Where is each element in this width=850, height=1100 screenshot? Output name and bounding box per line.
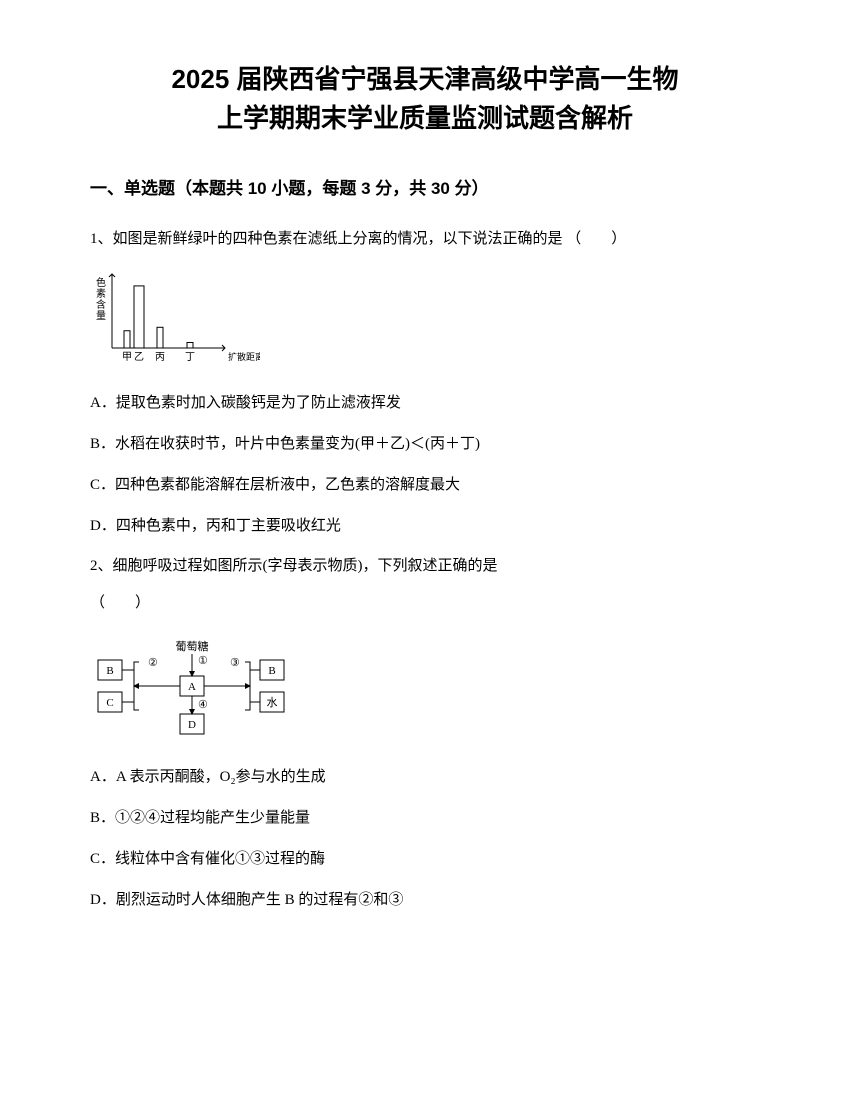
svg-text:②: ②	[148, 657, 158, 669]
q1-option-b: B．水稻在收获时节，叶片中色素量变为(甲＋乙)＜(丙＋丁)	[90, 425, 760, 464]
svg-text:④: ④	[198, 699, 208, 711]
svg-text:丁: 丁	[185, 352, 195, 363]
title-line-2: 上学期期末学业质量监测试题含解析	[90, 99, 760, 138]
q1-option-a: A．提取色素时加入碳酸钙是为了防止滤液挥发	[90, 384, 760, 423]
section-1-header: 一、单选题（本题共 10 小题，每题 3 分，共 30 分）	[90, 174, 760, 199]
svg-text:丙: 丙	[155, 352, 165, 363]
question-2: 2、细胞呼吸过程如图所示(字母表示物质)，下列叙述正确的是 （ ） 葡萄糖 B C A…	[90, 550, 760, 920]
q1-chart: 色素含量甲乙丙 丁 扩散距离	[90, 266, 760, 366]
title-line-1: 2025 届陕西省宁强县天津高级中学高一生物	[90, 60, 760, 99]
respiration-flowchart: 葡萄糖 B C A D B 水 ① ② ③ ④	[90, 630, 300, 740]
svg-text:水: 水	[267, 696, 278, 709]
question-1: 1、如图是新鲜绿叶的四种色素在滤纸上分离的情况，以下说法正确的是 （ ） 色素含…	[90, 223, 760, 546]
exam-title: 2025 届陕西省宁强县天津高级中学高一生物 上学期期末学业质量监测试题含解析	[90, 60, 760, 138]
q2-paren: （ ）	[90, 587, 760, 620]
svg-text:B: B	[268, 665, 275, 677]
svg-text:量: 量	[96, 310, 106, 322]
pigment-bar-chart: 色素含量甲乙丙 丁 扩散距离	[90, 266, 260, 366]
svg-text:A: A	[188, 681, 196, 693]
q2-diagram: 葡萄糖 B C A D B 水 ① ② ③ ④	[90, 630, 760, 740]
svg-text:①: ①	[198, 655, 208, 667]
q2-option-d: D．剧烈运动时人体细胞产生 B 的过程有②和③	[90, 881, 760, 920]
q2-option-a: A．A 表示丙酮酸，O₂参与水的生成	[90, 758, 760, 797]
q1-options: A．提取色素时加入碳酸钙是为了防止滤液挥发 B．水稻在收获时节，叶片中色素量变为…	[90, 384, 760, 546]
q1-option-d: D．四种色素中，丙和丁主要吸收红光	[90, 507, 760, 546]
svg-text:素: 素	[96, 287, 106, 300]
q1-stem: 1、如图是新鲜绿叶的四种色素在滤纸上分离的情况，以下说法正确的是 （ ）	[90, 223, 760, 256]
svg-text:扩散距离: 扩散距离	[228, 351, 260, 362]
q2-option-c: C．线粒体中含有催化①③过程的酶	[90, 840, 760, 879]
svg-text:D: D	[188, 719, 196, 731]
svg-text:③: ③	[230, 657, 240, 669]
q1-option-c: C．四种色素都能溶解在层析液中，乙色素的溶解度最大	[90, 466, 760, 505]
svg-text:色: 色	[96, 276, 106, 289]
svg-text:甲: 甲	[122, 352, 132, 363]
svg-text:乙: 乙	[134, 351, 144, 363]
svg-text:B: B	[106, 665, 113, 677]
q2-options: A．A 表示丙酮酸，O₂参与水的生成 B．①②④过程均能产生少量能量 C．线粒体…	[90, 758, 760, 920]
svg-text:葡萄糖: 葡萄糖	[176, 639, 209, 653]
svg-text:含: 含	[96, 298, 106, 311]
svg-text:C: C	[106, 697, 113, 709]
q2-stem: 2、细胞呼吸过程如图所示(字母表示物质)，下列叙述正确的是	[90, 550, 760, 583]
q2-option-b: B．①②④过程均能产生少量能量	[90, 799, 760, 838]
